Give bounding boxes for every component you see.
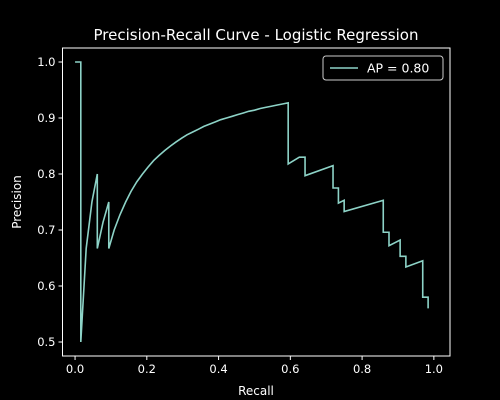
plot-area-frame (62, 47, 451, 357)
legend-entry-label: AP = 0.80 (367, 61, 429, 76)
axis-ticks: 0.0 0.2 0.4 0.6 0.8 1.0 0.5 0.6 0.7 0.8 0.9 1.0 (37, 55, 443, 376)
x-tick-label: 0.0 (66, 362, 84, 376)
pr-curve-line (75, 61, 429, 343)
y-axis-label: Precision (10, 175, 24, 229)
legend: AP = 0.80 (322, 55, 444, 81)
y-tick-label: 0.5 (37, 335, 55, 349)
legend-box (322, 55, 444, 81)
x-tick-label: 0.2 (138, 362, 156, 376)
chart-title: Precision-Recall Curve - Logistic Regres… (94, 26, 419, 44)
y-tick-label: 1.0 (37, 55, 55, 69)
x-tick-label: 0.8 (353, 362, 371, 376)
x-tick-label: 0.6 (281, 362, 299, 376)
x-tick-label: 0.4 (209, 362, 227, 376)
y-tick-label: 0.8 (37, 167, 55, 181)
x-tick-label: 1.0 (425, 362, 443, 376)
y-tick-label: 0.7 (37, 223, 55, 237)
x-axis-label: Recall (238, 384, 274, 398)
y-tick-label: 0.6 (37, 279, 55, 293)
y-tick-label: 0.9 (37, 111, 55, 125)
series-lines (75, 61, 429, 343)
